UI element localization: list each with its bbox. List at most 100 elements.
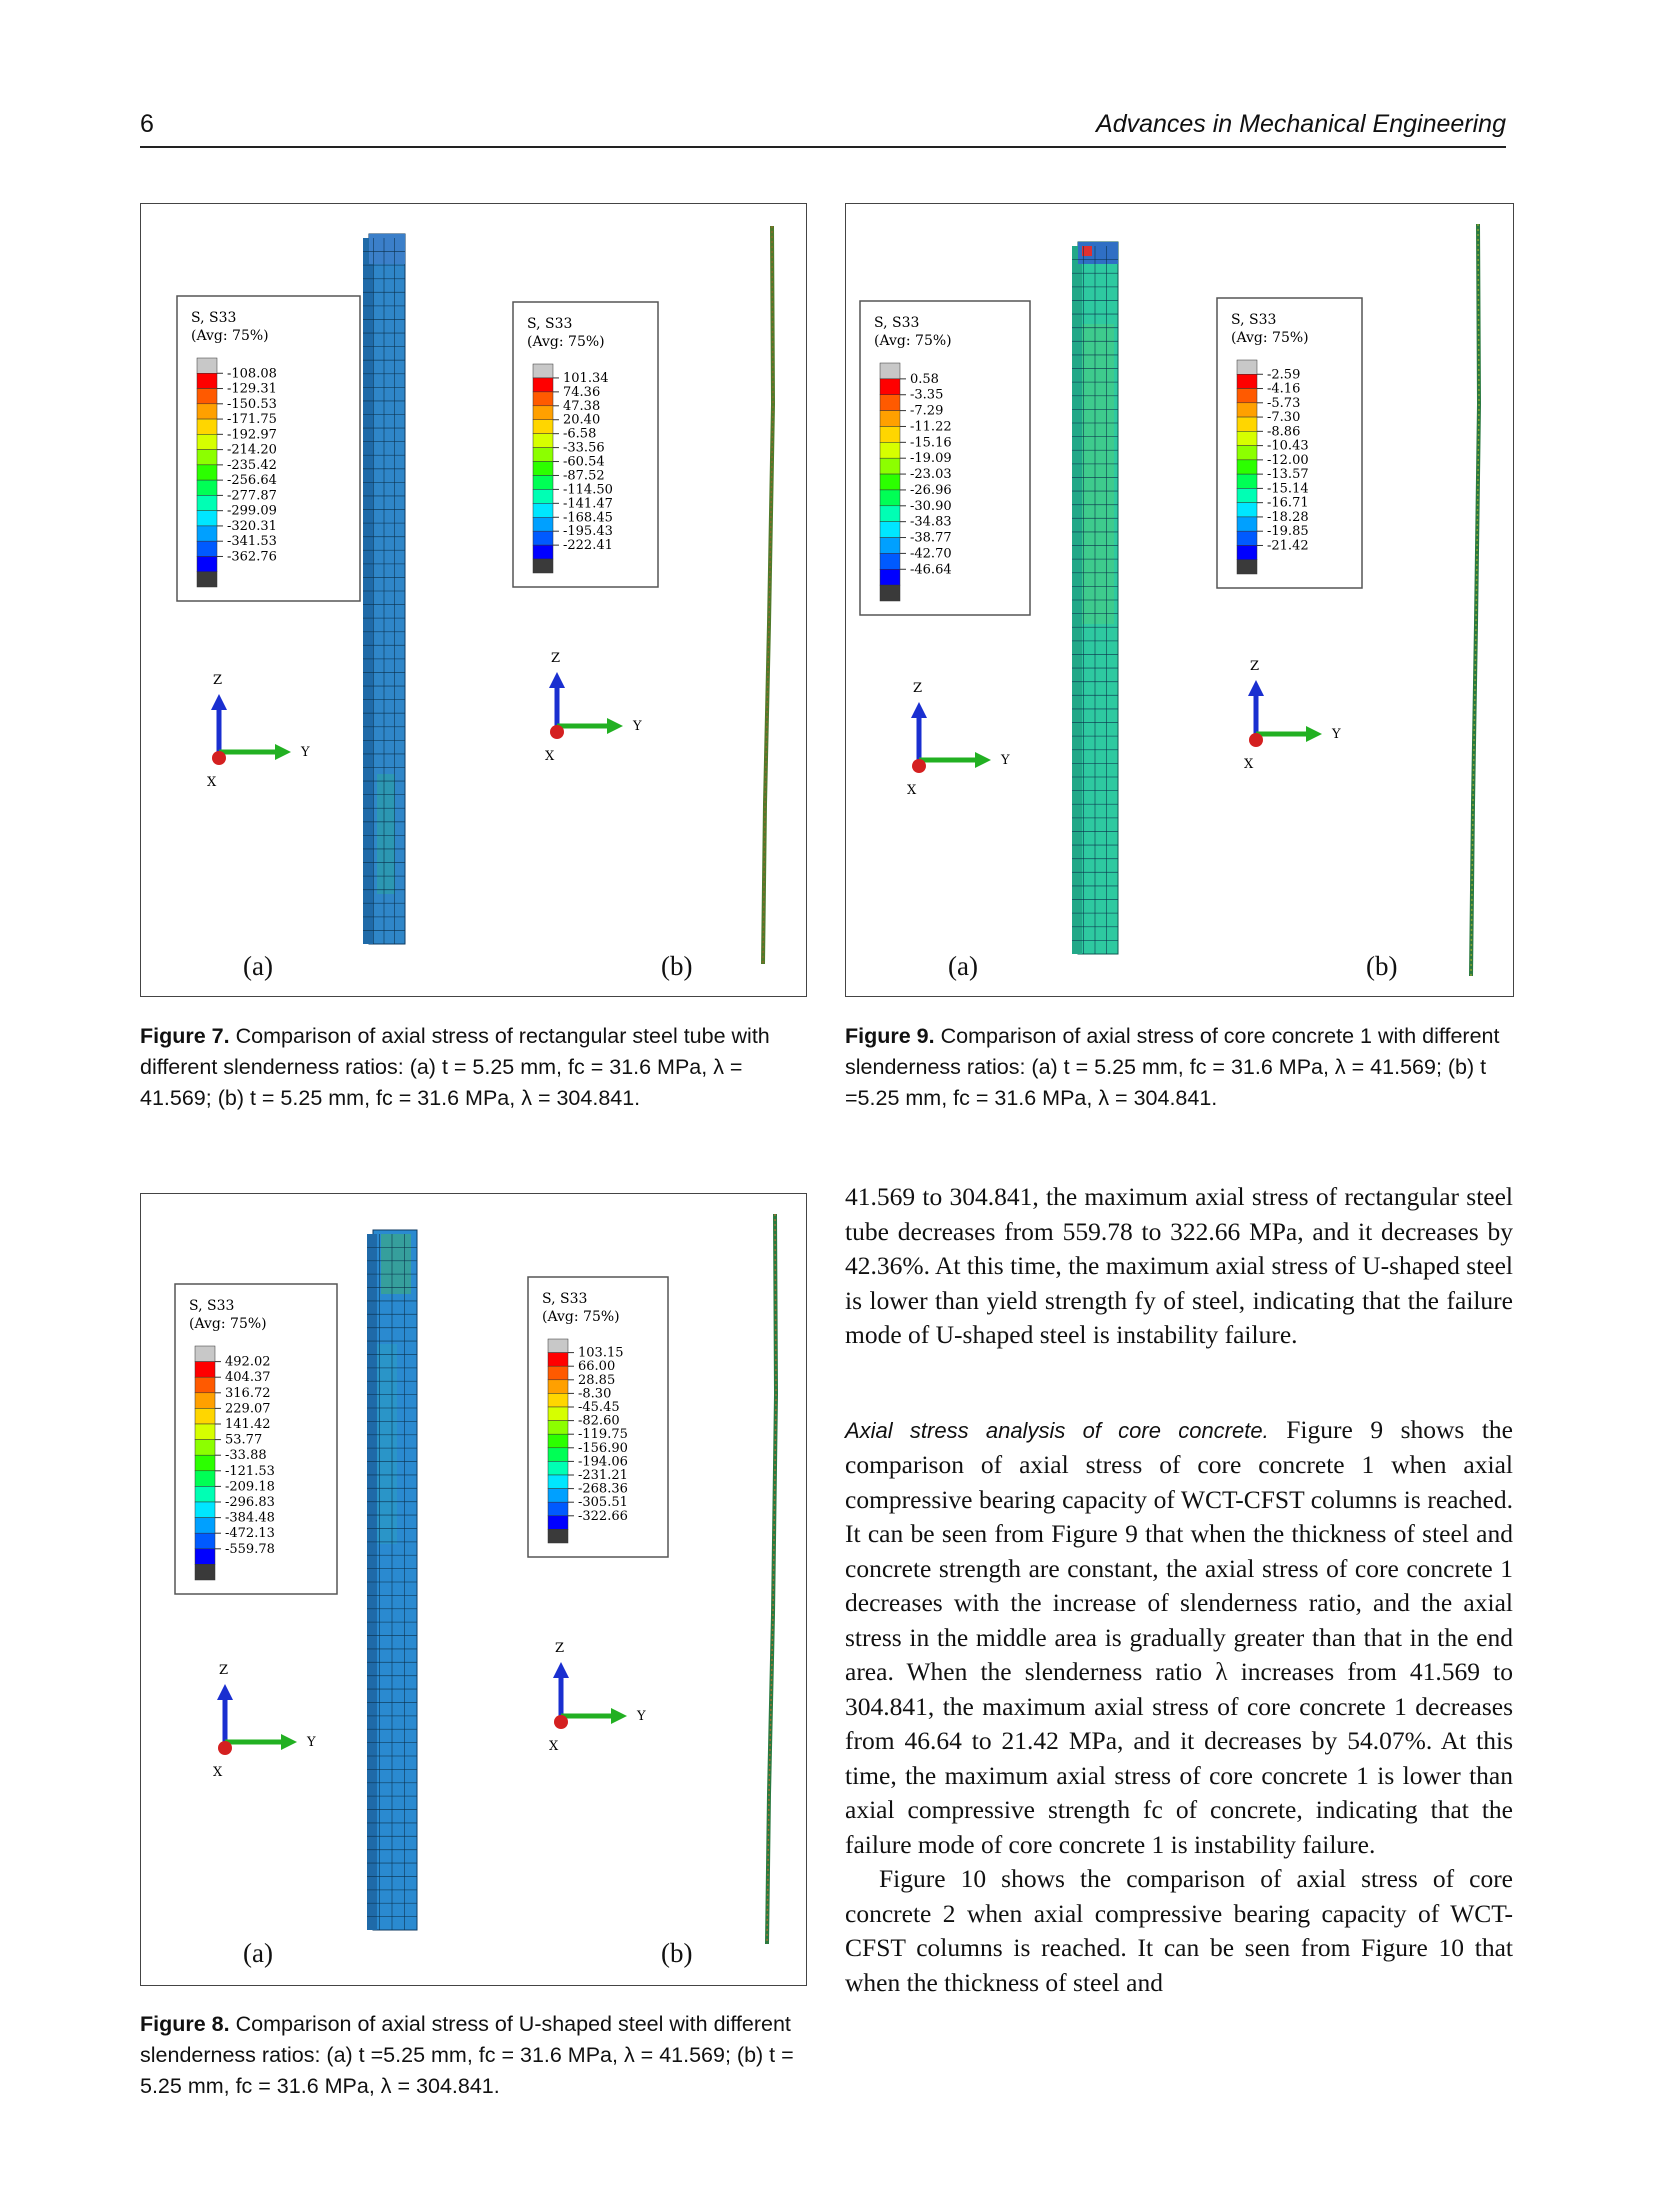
caption-text: Comparison of axial stress of core concr… [845, 1024, 1500, 1110]
legend-value: -121.53 [225, 1464, 275, 1479]
figure-7-graphic: S, S33 (Avg: 75%) -108.08-129.31-150.53-17… [176, 225, 776, 965]
legend-value: 229.07 [225, 1401, 271, 1416]
legend-value: -322.66 [578, 1509, 628, 1524]
legend-swatch [196, 571, 218, 588]
axis-label-z: Z [219, 1663, 228, 1678]
caption-label: Figure 8. [140, 2012, 230, 2036]
axis-label-z: Z [555, 1641, 564, 1656]
journal-title: Advances in Mechanical Engineering [1096, 110, 1506, 138]
legend-value: 0.58 [910, 372, 939, 387]
legend-value: -362.76 [227, 549, 277, 564]
coordinate-triad: Z Y X [545, 651, 642, 764]
legend-swatch [196, 434, 218, 450]
column-model-b [765, 1213, 779, 1945]
legend-swatch [532, 558, 554, 574]
legend-value: -26.96 [910, 483, 952, 498]
section-heading: Axial stress analysis of core concrete. [845, 1417, 1269, 1443]
legend-swatch [547, 1352, 569, 1367]
legend-swatch [547, 1420, 569, 1435]
body-text-column: 41.569 to 304.841, the maximum axial str… [845, 1180, 1513, 2000]
axis-label-y: Y [1000, 753, 1010, 768]
coordinate-triad: Z Y X [207, 673, 310, 790]
paragraph-text: Figure 9 shows the comparison of axial s… [845, 1414, 1514, 1859]
legend-value: -33.56 [563, 441, 605, 456]
legend-swatch [532, 530, 554, 546]
legend-swatch [1236, 402, 1258, 418]
legend-swatch [547, 1488, 569, 1503]
legend-value: -15.14 [1267, 481, 1309, 496]
legend-swatch [194, 1361, 216, 1378]
legend-title: S, S33 [874, 315, 919, 331]
legend-value: -141.47 [563, 496, 613, 511]
legend-value: -559.78 [225, 1542, 275, 1557]
legend-value: -222.41 [563, 538, 613, 553]
legend-swatch [194, 1439, 216, 1456]
legend-swatch [879, 537, 901, 554]
legend-value: -2.59 [1267, 367, 1300, 382]
legend-value: -8.30 [578, 1386, 611, 1401]
legend-value: -19.85 [1267, 524, 1309, 539]
paragraph-figure-10: Figure 10 shows the comparison of axial … [845, 1864, 1513, 1997]
legend-value: -256.64 [227, 473, 277, 488]
legend-swatch [1236, 530, 1258, 546]
legend-title: S, S33 [189, 1298, 234, 1314]
legend-value: -19.09 [910, 451, 952, 466]
axis-label-z: Z [551, 651, 560, 666]
axis-label-x: X [213, 1765, 223, 1780]
legend-value: -168.45 [563, 510, 613, 525]
coordinate-triad: Z Y X [907, 681, 1010, 798]
legend-value: -299.09 [227, 504, 277, 519]
legend-swatch [532, 503, 554, 518]
legend-swatch [194, 1345, 216, 1362]
subfigure-label-b: (b) [661, 951, 693, 981]
legend-value: -296.83 [225, 1495, 275, 1510]
legend-value: -119.75 [578, 1427, 628, 1442]
paragraph-steel-summary: 41.569 to 304.841, the maximum axial str… [845, 1182, 1513, 1349]
legend-title: S, S33 [527, 316, 572, 332]
legend-swatch [532, 405, 554, 420]
legend-value: 103.15 [578, 1346, 624, 1361]
legend-value: 316.72 [225, 1386, 271, 1401]
legend-value: -194.06 [578, 1454, 628, 1469]
legend-swatch [194, 1532, 216, 1550]
legend-value: -108.08 [227, 366, 277, 381]
legend-value: -129.31 [227, 382, 277, 397]
legend-swatch [196, 495, 218, 511]
legend-swatch [879, 505, 901, 522]
legend-value: -12.00 [1267, 453, 1309, 468]
legend-swatch [1236, 359, 1258, 375]
axis-label-x: X [549, 1739, 559, 1754]
legend-value: 66.00 [578, 1359, 615, 1374]
legend-swatch [196, 373, 218, 389]
legend-swatch [196, 556, 218, 572]
legend-value: -38.77 [910, 531, 952, 546]
legend-title: S, S33 [542, 1291, 587, 1307]
legend-swatch [879, 426, 901, 443]
legend-title: S, S33 [191, 310, 236, 326]
legend-value: -209.18 [225, 1479, 275, 1494]
legend-swatch [1236, 545, 1258, 560]
figure-7: S, S33 (Avg: 75%) -108.08 -129.31 -150.53 -17… [140, 203, 807, 997]
axis-label-y: Y [636, 1709, 646, 1724]
figure-8-graphic: S, S33 (Avg: 75%) 492.02404.37316.72229.07… [174, 1213, 779, 1945]
axis-label-z: Z [213, 673, 222, 688]
legend-swatch [532, 489, 554, 504]
legend-swatch [1236, 516, 1258, 532]
legend-swatch [547, 1406, 569, 1421]
legend-swatch [532, 363, 554, 379]
legend-swatch [879, 489, 901, 507]
legend-swatch [547, 1529, 569, 1544]
legend-swatch [196, 540, 218, 557]
legend-swatch [532, 544, 554, 560]
legend-swatch [532, 433, 554, 448]
page-number: 6 [140, 110, 154, 138]
legend-swatch [879, 553, 901, 570]
legend-swatch [196, 403, 218, 420]
legend-subtitle: (Avg: 75%) [542, 1309, 620, 1325]
legend-value: -277.87 [227, 488, 277, 503]
legend-subtitle: (Avg: 75%) [189, 1316, 267, 1332]
legend-subtitle: (Avg: 75%) [874, 333, 952, 349]
legend-swatch [532, 461, 554, 476]
legend-value: 47.38 [563, 399, 600, 414]
legend-swatch [879, 569, 901, 586]
